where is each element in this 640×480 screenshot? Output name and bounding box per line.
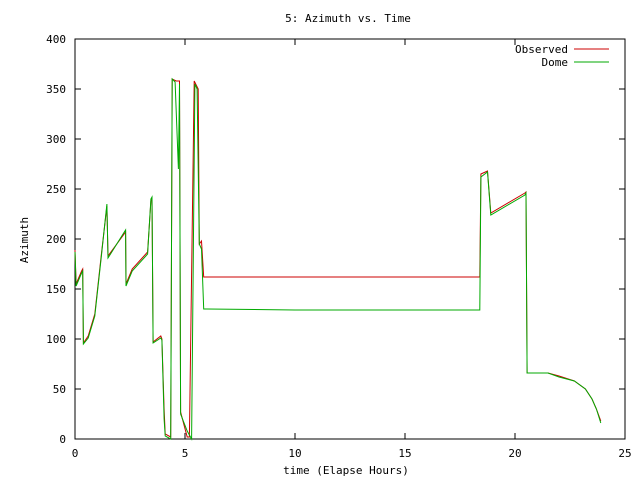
series-lines	[74, 77, 602, 441]
y-tick-label: 300	[46, 133, 66, 146]
y-tick-label: 350	[46, 83, 66, 96]
y-tick-label: 200	[46, 233, 66, 246]
y-tick-label: 100	[46, 333, 66, 346]
series-line-dome	[74, 77, 602, 441]
x-tick-label: 10	[288, 447, 301, 460]
x-tick-label: 5	[182, 447, 189, 460]
x-axis: 0 5 10 15 20 25	[72, 39, 632, 460]
y-tick-label: 150	[46, 283, 66, 296]
y-tick-label: 250	[46, 183, 66, 196]
plot-frame	[74, 38, 626, 440]
x-tick-label: 15	[398, 447, 411, 460]
y-tick-label: 400	[46, 33, 66, 46]
series-line-observed	[74, 78, 602, 438]
x-tick-label: 25	[618, 447, 631, 460]
x-axis-label: time (Elapse Hours)	[283, 464, 409, 477]
y-tick-label: 50	[53, 383, 66, 396]
legend-label-observed: Observed	[515, 43, 568, 56]
y-axis: 0 50 100 150 200 250 300 350 400	[46, 33, 625, 446]
x-tick-label: 0	[72, 447, 79, 460]
y-axis-label: Azimuth	[18, 217, 31, 263]
chart-title: 5: Azimuth vs. Time	[285, 12, 411, 25]
legend-label-dome: Dome	[542, 56, 569, 69]
y-tick-label: 0	[59, 433, 66, 446]
x-tick-label: 20	[508, 447, 521, 460]
